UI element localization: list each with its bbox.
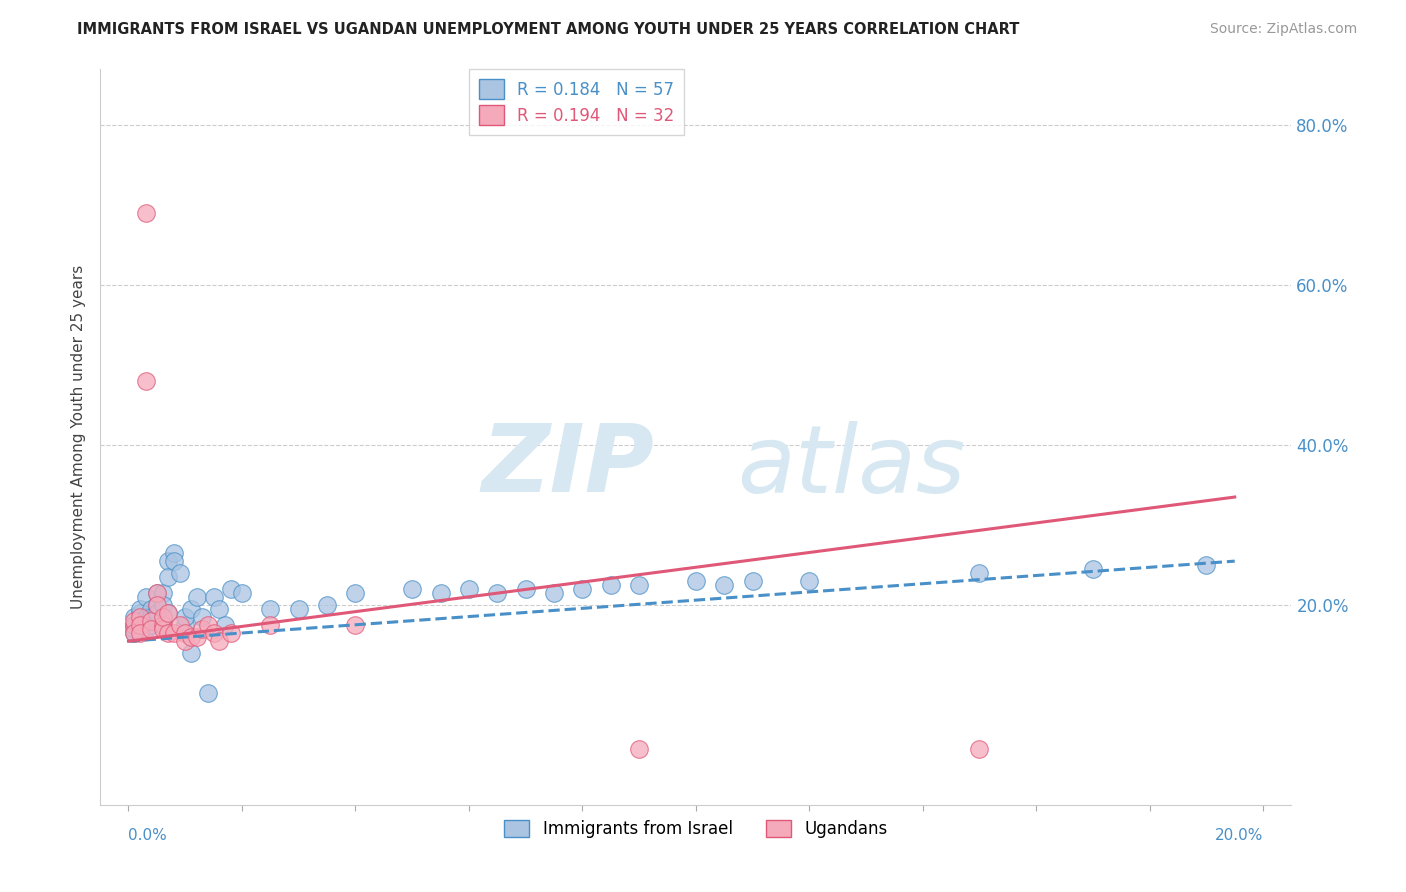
Point	[163, 546, 186, 560]
Point	[128, 610, 150, 624]
Point	[163, 554, 186, 568]
Point	[197, 618, 219, 632]
Point	[128, 614, 150, 628]
Point	[231, 586, 253, 600]
Point	[208, 602, 231, 616]
Point	[191, 610, 214, 624]
Point	[219, 626, 242, 640]
Text: ZIP: ZIP	[481, 420, 654, 512]
Point	[141, 618, 163, 632]
Point	[169, 618, 191, 632]
Point	[128, 606, 150, 620]
Point	[122, 618, 145, 632]
Point	[186, 630, 208, 644]
Point	[152, 622, 174, 636]
Point	[429, 586, 451, 600]
Text: 20.0%: 20.0%	[1215, 828, 1263, 843]
Point	[287, 602, 309, 616]
Point	[401, 582, 423, 596]
Point	[152, 598, 174, 612]
Point	[141, 602, 163, 616]
Point	[219, 582, 242, 596]
Point	[134, 205, 156, 219]
Text: IMMIGRANTS FROM ISRAEL VS UGANDAN UNEMPLOYMENT AMONG YOUTH UNDER 25 YEARS CORREL: IMMIGRANTS FROM ISRAEL VS UGANDAN UNEMPL…	[77, 22, 1019, 37]
Point	[128, 626, 150, 640]
Point	[152, 610, 174, 624]
Point	[157, 570, 180, 584]
Point	[146, 598, 169, 612]
Point	[122, 610, 145, 624]
Point	[571, 582, 593, 596]
Legend: R = 0.184   N = 57, R = 0.194   N = 32: R = 0.184 N = 57, R = 0.194 N = 32	[468, 70, 685, 135]
Point	[157, 606, 180, 620]
Point	[122, 626, 145, 640]
Point	[1195, 558, 1218, 573]
Point	[486, 586, 509, 600]
Point	[146, 586, 169, 600]
Text: 0.0%: 0.0%	[128, 828, 167, 843]
Point	[157, 626, 180, 640]
Point	[122, 626, 145, 640]
Point	[174, 610, 197, 624]
Point	[628, 742, 651, 756]
Point	[141, 610, 163, 624]
Text: atlas: atlas	[738, 421, 966, 512]
Point	[344, 586, 367, 600]
Point	[197, 686, 219, 700]
Point	[186, 590, 208, 604]
Point	[146, 586, 169, 600]
Point	[134, 614, 156, 628]
Point	[214, 618, 236, 632]
Point	[543, 586, 565, 600]
Point	[174, 634, 197, 648]
Text: Source: ZipAtlas.com: Source: ZipAtlas.com	[1209, 22, 1357, 37]
Point	[316, 598, 339, 612]
Point	[208, 634, 231, 648]
Point	[174, 626, 197, 640]
Point	[191, 622, 214, 636]
Point	[152, 618, 174, 632]
Point	[128, 618, 150, 632]
Point	[180, 646, 202, 660]
Point	[134, 374, 156, 388]
Point	[599, 578, 621, 592]
Point	[128, 602, 150, 616]
Point	[134, 590, 156, 604]
Point	[174, 618, 197, 632]
Point	[202, 590, 225, 604]
Point	[152, 618, 174, 632]
Point	[146, 598, 169, 612]
Point	[152, 586, 174, 600]
Point	[457, 582, 479, 596]
Point	[146, 606, 169, 620]
Point	[259, 602, 281, 616]
Point	[344, 618, 367, 632]
Point	[799, 574, 821, 589]
Point	[685, 574, 707, 589]
Point	[141, 614, 163, 628]
Point	[169, 566, 191, 581]
Point	[741, 574, 763, 589]
Point	[128, 618, 150, 632]
Y-axis label: Unemployment Among Youth under 25 years: Unemployment Among Youth under 25 years	[72, 265, 86, 609]
Point	[141, 622, 163, 636]
Point	[122, 618, 145, 632]
Point	[1081, 562, 1104, 576]
Point	[713, 578, 735, 592]
Point	[122, 614, 145, 628]
Point	[180, 602, 202, 616]
Point	[157, 554, 180, 568]
Point	[134, 610, 156, 624]
Point	[134, 622, 156, 636]
Point	[969, 742, 991, 756]
Point	[202, 626, 225, 640]
Point	[259, 618, 281, 632]
Point	[122, 622, 145, 636]
Point	[969, 566, 991, 581]
Point	[157, 606, 180, 620]
Point	[515, 582, 537, 596]
Point	[163, 626, 186, 640]
Point	[180, 630, 202, 644]
Point	[628, 578, 651, 592]
